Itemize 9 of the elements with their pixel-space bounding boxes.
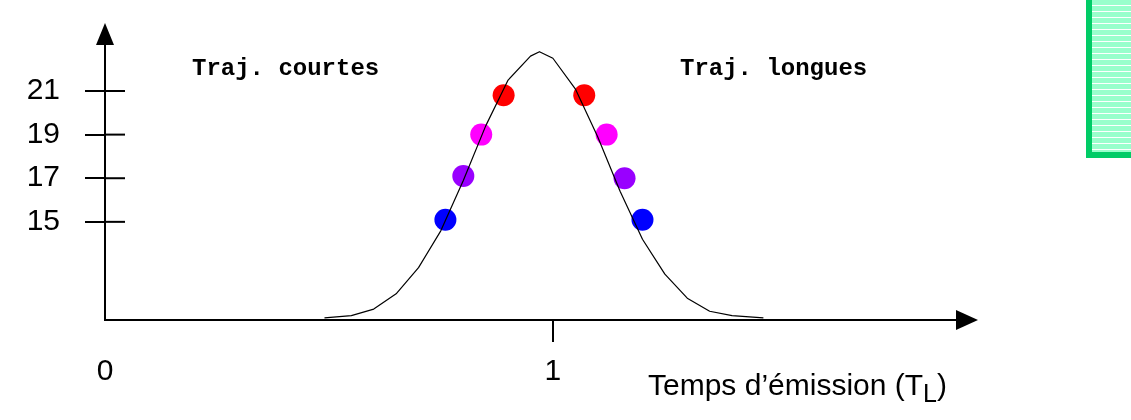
x-axis-title: Temps d’émission (T$_{L}$)	[648, 368, 947, 408]
y-tick-label: 19	[26, 115, 60, 149]
y-tick-label: 21	[26, 72, 60, 106]
x-tick-label: 0	[96, 353, 114, 387]
annotation: Traj. longues	[680, 55, 868, 82]
y-tick-label: 17	[26, 159, 60, 193]
y-tick-label: 15	[26, 203, 60, 237]
x-tick-label: 1	[544, 353, 562, 387]
annotation: Traj. courtes	[192, 55, 380, 82]
